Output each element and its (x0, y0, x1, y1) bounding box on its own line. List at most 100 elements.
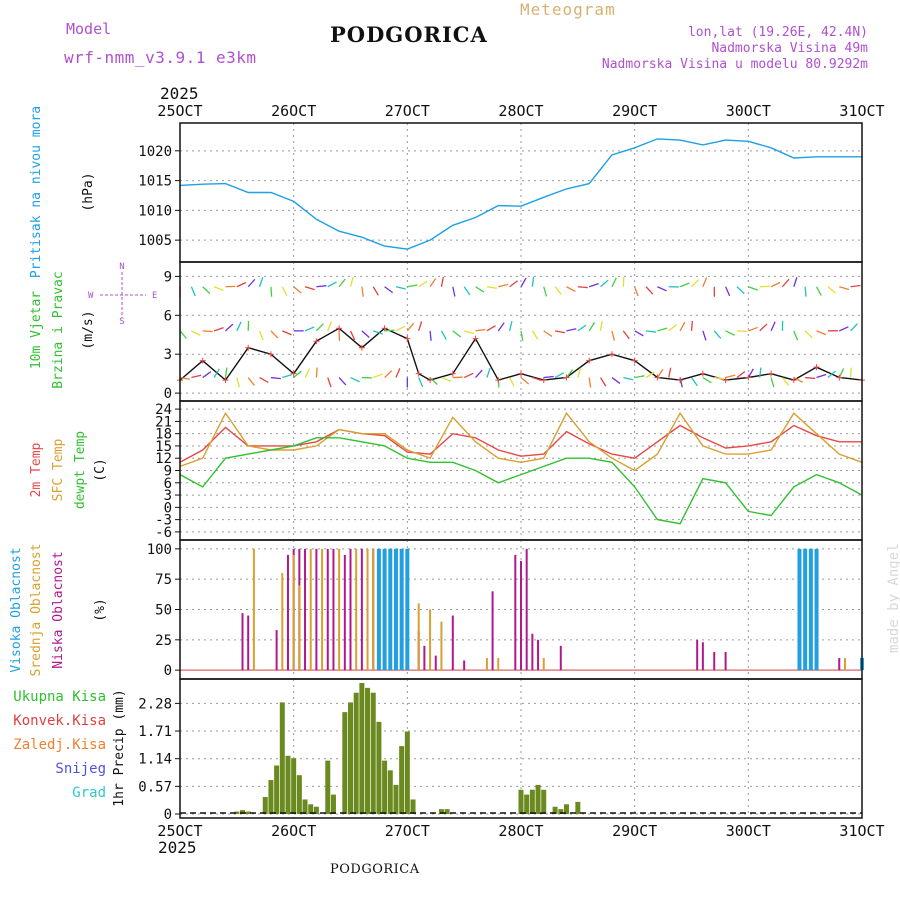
wind-arrow (531, 330, 539, 340)
credit-label: made by Angel (886, 543, 900, 653)
precip-bar (404, 731, 410, 814)
wind-arrow (225, 323, 234, 332)
wind-arrow (406, 322, 415, 332)
temp-axis-unit: (C) (93, 458, 108, 481)
wind-speed-marker (677, 377, 684, 384)
wind-arrow (258, 277, 264, 287)
wind-arrow (588, 377, 592, 388)
cloud-bar-low (451, 615, 454, 671)
cloud-bar-mid (372, 548, 375, 671)
wind-speed-marker (245, 344, 252, 351)
wind-arrow (316, 285, 327, 288)
x-tick-label-top: 26OCT (271, 102, 316, 120)
wind-speed-marker (427, 377, 434, 384)
cloud-axis-title: Visoka Oblacnost (9, 547, 24, 672)
precip-axis-title: 1hr Precip (mm) (112, 689, 127, 806)
y-tick-label: 9 (164, 464, 172, 480)
wind-arrow (418, 280, 428, 288)
wind-arrow (259, 376, 269, 383)
wind-speed-marker (790, 377, 797, 384)
wind-speed-marker (472, 335, 479, 342)
compass-south: S (119, 317, 124, 327)
cloud-bar-low (491, 591, 494, 671)
precip-bar (370, 692, 376, 814)
precip-bar (291, 758, 297, 814)
pressure-axis-unit: (hPa) (81, 172, 96, 211)
precip-bar (262, 797, 268, 814)
wind-arrow (315, 323, 324, 332)
precip-bar (296, 775, 302, 814)
cloud-bar-high (393, 548, 398, 671)
cloud-bar-mid (281, 573, 284, 671)
y-tick-label: 1015 (138, 174, 172, 190)
wind-arrow (349, 330, 356, 341)
wind-arrow (395, 286, 406, 290)
precip-bar (342, 712, 348, 814)
wind-arrow (304, 326, 315, 332)
wind-arrow (838, 368, 845, 378)
precip-legend-item: Ukupna Kisa (13, 689, 106, 705)
wind-arrow (611, 330, 615, 341)
cloud-bar-low (332, 548, 335, 671)
wind-speed-marker (631, 357, 638, 364)
wind-arrow (395, 325, 406, 332)
model-elevation-label: Nadmorska Visina u modelu 80.9292m (601, 57, 868, 72)
cloud-bar-mid (542, 658, 545, 671)
cloud-bar-high (814, 548, 819, 671)
precip-bar (399, 746, 405, 814)
model-name: wrf-nmm_v3.9.1 e3km (64, 48, 257, 67)
precip-bar (518, 789, 524, 814)
panel-clouds (175, 539, 864, 680)
x-tick-label-bottom: 27OCT (385, 822, 430, 840)
wind-arrow (543, 286, 548, 297)
cloud-bar-low (343, 554, 346, 671)
wind-arrow (611, 277, 617, 288)
cloud-bar-low (326, 548, 329, 671)
wind-arrow (622, 330, 630, 340)
precip-bar (302, 799, 308, 814)
cloud-bar-low (315, 548, 318, 671)
cloud-bar-high (405, 548, 410, 671)
y-tick-label: 3 (164, 488, 172, 504)
wind-speed-marker (381, 325, 388, 332)
wind-arrow (281, 286, 288, 296)
wind-speed-marker (404, 335, 411, 342)
wind-arrow (373, 330, 383, 335)
x-tick-label-bottom: 29OCT (612, 822, 657, 840)
wind-arrow (498, 283, 509, 288)
wind-arrow (770, 321, 776, 332)
wind-speed-marker (745, 374, 752, 381)
wind-arrow (645, 371, 655, 379)
wind-arrow (611, 377, 621, 384)
wind-arrow (748, 326, 758, 332)
wind-arrow (475, 369, 483, 378)
wind-arrow (202, 286, 211, 295)
y-tick-label: 100 (147, 542, 172, 558)
wind-arrow (781, 377, 790, 386)
temp-axis-title-2: SFC Temp (51, 439, 66, 502)
wind-arrow (418, 377, 424, 388)
wind-arrow (293, 286, 302, 294)
wind-arrow (236, 281, 247, 288)
wind-arrow (634, 330, 644, 337)
wind-arrow (554, 286, 562, 295)
cloud-bar-high (808, 548, 813, 671)
precip-bar (444, 809, 450, 814)
cloud-bar-low (838, 658, 841, 671)
precip-legend-item: Zaledj.Kisa (13, 737, 106, 753)
y-tick-label: 6 (164, 308, 172, 324)
wind-arrow (407, 284, 418, 288)
wind-arrow (179, 330, 187, 339)
wind-arrow (657, 286, 667, 292)
wind-arrow (497, 322, 505, 332)
wind-arrow (634, 286, 639, 297)
wind-arrow (452, 286, 456, 297)
cloud-bar-mid (321, 548, 324, 671)
wind-arrow (270, 376, 281, 380)
y-tick-label: -6 (155, 525, 172, 541)
wind-arrow (577, 367, 582, 378)
wind-arrow (679, 321, 686, 332)
wind-speed-marker (336, 325, 343, 332)
wind-arrow (804, 286, 807, 297)
